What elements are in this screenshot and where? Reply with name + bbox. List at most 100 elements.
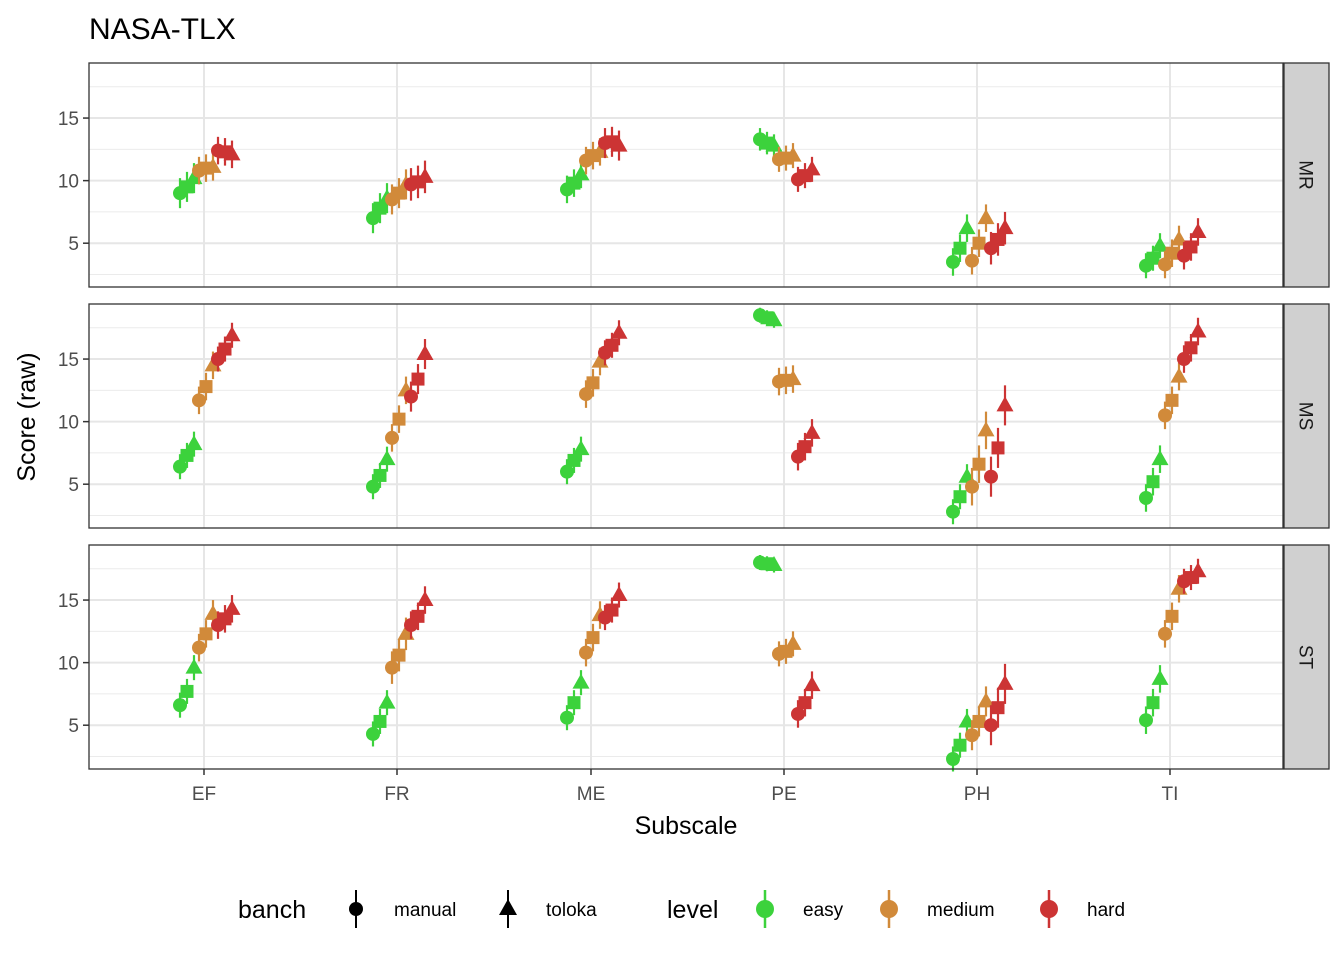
point-manual-medium — [385, 430, 399, 445]
point-manual-easy — [946, 751, 960, 766]
point-square-hard — [1184, 341, 1198, 355]
point-toloka-medium — [977, 421, 995, 437]
point-toloka-hard — [610, 586, 628, 602]
point-manual-hard — [984, 718, 998, 733]
point-manual-medium — [965, 479, 979, 494]
point-toloka-hard — [1189, 222, 1207, 238]
point-manual-easy — [1139, 490, 1153, 505]
point-toloka-easy — [572, 440, 590, 456]
point-square-medium — [1165, 609, 1179, 623]
point-toloka-hard — [803, 676, 821, 692]
x-tick-label: PE — [771, 784, 796, 805]
point-manual-easy — [560, 710, 574, 725]
point-toloka-medium — [977, 692, 995, 708]
point-manual-medium — [965, 253, 979, 268]
point-square-easy — [373, 468, 387, 482]
point-square-medium — [972, 236, 986, 250]
point-toloka-easy — [958, 219, 976, 235]
point-manual-hard — [211, 352, 225, 367]
point-toloka-hard — [416, 167, 434, 183]
panel-border — [88, 544, 1284, 770]
y-tick-label: 10 — [58, 413, 79, 434]
point-manual-hard — [791, 706, 805, 721]
point-square-medium — [972, 714, 986, 728]
point-toloka-easy — [185, 435, 203, 451]
y-tick-label: 15 — [58, 591, 79, 612]
point-toloka-hard — [1189, 322, 1207, 338]
facet-strip-label: MS — [1295, 402, 1316, 431]
legend-label-hard: hard — [1087, 900, 1125, 921]
point-square-medium — [392, 412, 406, 426]
point-square-hard — [798, 440, 812, 454]
point-square-easy — [180, 684, 194, 698]
point-square-medium — [972, 457, 986, 471]
point-square-hard — [991, 701, 1005, 715]
x-tick-label: TI — [1162, 784, 1179, 805]
point-toloka-medium — [784, 370, 802, 386]
panel-border — [88, 303, 1284, 529]
point-square-easy — [373, 714, 387, 728]
panel-border — [88, 62, 1284, 288]
point-toloka-easy — [378, 693, 396, 709]
point-square-medium — [199, 380, 213, 394]
point-manual-medium — [1158, 408, 1172, 423]
point-square-easy — [180, 448, 194, 462]
y-tick-label: 10 — [58, 172, 79, 193]
legend-title-level: level — [667, 896, 718, 924]
point-square-medium — [199, 627, 213, 641]
y-tick-label: 10 — [58, 654, 79, 675]
point-toloka-medium — [1170, 230, 1188, 246]
facet-strip-label: ST — [1295, 645, 1316, 670]
panel-background — [89, 63, 1283, 287]
point-toloka-medium — [1170, 367, 1188, 383]
point-manual-easy — [173, 698, 187, 713]
point-manual-easy — [366, 211, 380, 226]
point-toloka-easy — [765, 311, 783, 327]
x-tick-label: EF — [192, 784, 216, 805]
point-square-medium — [1165, 393, 1179, 407]
y-tick-label: 15 — [58, 350, 79, 371]
point-square-medium — [392, 648, 406, 662]
x-tick-label: PH — [964, 784, 990, 805]
point-manual-easy — [946, 504, 960, 519]
point-manual-medium — [1158, 626, 1172, 641]
x-axis: EF FR ME PE PH TI — [192, 769, 1179, 805]
y-tick-label: 15 — [58, 109, 79, 130]
point-square-easy — [1146, 696, 1160, 710]
point-square-easy — [373, 201, 387, 215]
legend-key-toloka-icon — [499, 899, 517, 915]
point-manual-medium — [192, 640, 206, 655]
point-square-hard — [991, 232, 1005, 246]
x-tick-label: ME — [577, 784, 606, 805]
point-square-easy — [953, 490, 967, 504]
point-toloka-easy — [185, 658, 203, 674]
point-square-hard — [218, 612, 232, 626]
facet-panels: 5 10 15 MR 5 10 15 MS 5 10 15 ST — [58, 62, 1330, 772]
legend: banch manual toloka level easy medium hard — [238, 890, 1125, 928]
panel-mr: 5 10 15 MR — [58, 62, 1330, 288]
point-square-hard — [991, 441, 1005, 455]
point-toloka-medium — [977, 209, 995, 225]
point-toloka-easy — [1151, 669, 1169, 685]
facet-strip-label: MR — [1295, 160, 1316, 190]
panel-background — [89, 304, 1283, 528]
point-square-medium — [586, 631, 600, 645]
point-manual-easy — [366, 726, 380, 741]
y-tick-label: 5 — [68, 716, 79, 737]
point-square-easy — [567, 696, 581, 710]
y-axis-title: Score (raw) — [13, 352, 41, 481]
point-square-hard — [798, 696, 812, 710]
point-toloka-hard — [610, 136, 628, 152]
legend-key-hard-icon — [1040, 900, 1058, 918]
point-toloka-hard — [223, 326, 241, 342]
point-toloka-easy — [378, 450, 396, 466]
point-toloka-hard — [610, 323, 628, 339]
point-manual-easy — [1139, 713, 1153, 728]
point-manual-hard — [404, 389, 418, 404]
facet-strip — [1283, 62, 1330, 288]
point-toloka-easy — [572, 673, 590, 689]
point-toloka-medium — [784, 146, 802, 162]
point-toloka-easy — [1151, 450, 1169, 466]
point-toloka-easy — [765, 556, 783, 572]
